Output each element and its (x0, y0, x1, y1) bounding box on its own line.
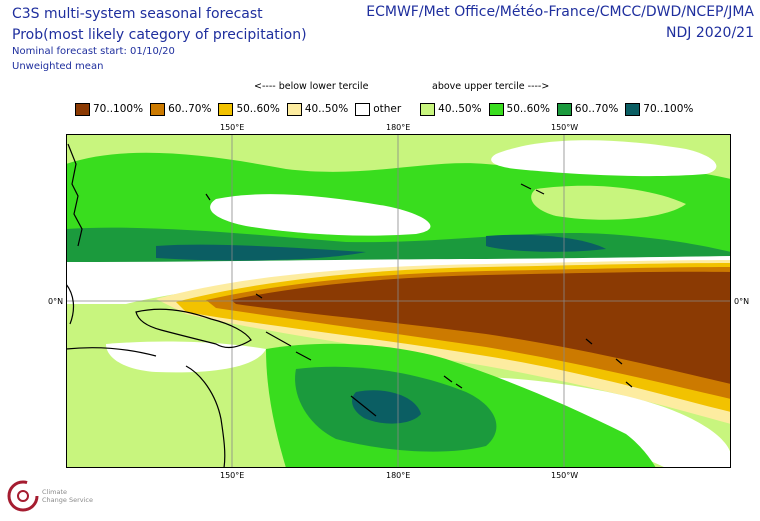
legend-item: 50..60% (488, 102, 550, 116)
legend-label: 50..60% (506, 103, 550, 115)
legend-above-header: above upper tercile ----> (432, 81, 550, 92)
field-north-white (491, 140, 717, 177)
logo-dot (17, 490, 29, 502)
legend-item: 60..70% (150, 102, 212, 116)
coast-solomons (265, 331, 312, 361)
title-system: C3S multi-system seasonal forecast (12, 6, 263, 22)
coast-fiji (443, 375, 463, 389)
legend-below-header: <---- below lower tercile (254, 81, 369, 92)
legend-swatch (286, 102, 302, 116)
field-north-lightgreen (531, 185, 686, 220)
legend-label: 60..70% (574, 103, 619, 115)
lat-label-right: 0°N (734, 297, 750, 306)
field-south-teal (352, 390, 421, 424)
legend-swatch (556, 102, 572, 116)
lon-label-bottom: 150°E (220, 471, 245, 480)
map-grid (66, 134, 731, 468)
map-frame (66, 134, 731, 468)
legend-swatch (150, 102, 166, 116)
coastlines (66, 143, 633, 468)
field-north-teal (156, 244, 366, 261)
field-north-white (210, 194, 431, 236)
legend-item: 50..60% (218, 102, 280, 116)
legend-swatch (75, 102, 90, 116)
legend-swatch (625, 102, 641, 116)
field-dry-brown (231, 271, 731, 384)
copernicus-logo (7, 480, 39, 512)
logo-text-line1: Climate (42, 488, 68, 496)
coast-borneo (66, 283, 75, 325)
legend-swatch (420, 102, 436, 116)
legend-label: other (373, 103, 402, 115)
forecast-map (66, 134, 731, 468)
coast-hawaii (520, 183, 545, 195)
legend-swatch (355, 102, 371, 116)
legend-label: 70..100% (643, 103, 694, 115)
legend-item: 70..100% (625, 102, 694, 116)
legend-item: 40..50% (420, 102, 482, 116)
lon-label-top: 150°E (220, 123, 245, 132)
legend-swatch (218, 102, 234, 116)
lon-label-top: 150°W (551, 123, 579, 132)
legend-label: 60..70% (168, 103, 212, 115)
logo-ring (7, 480, 39, 512)
legend: 70..100% 60..70% 50..60% 40..50% other 4… (75, 101, 700, 117)
lon-label-top: 180°E (386, 123, 411, 132)
legend-label: 50..60% (236, 103, 280, 115)
mean-type: Unweighted mean (12, 61, 104, 72)
legend-swatch (488, 102, 504, 116)
lon-label-bottom: 180°E (386, 471, 411, 480)
title-variable: Prob(most likely category of precipitati… (12, 27, 307, 43)
field-north-teal (486, 234, 606, 252)
source-centres: ECMWF/Met Office/Météo-France/CMCC/DWD/N… (366, 4, 754, 20)
forecast-start: Nominal forecast start: 01/10/20 (12, 46, 175, 57)
legend-item: 40..50% (286, 102, 349, 116)
field-south-white (106, 341, 266, 373)
logo-text-line2: Change Service (42, 496, 93, 504)
legend-label: 40..50% (438, 103, 482, 115)
coast-australia (66, 347, 226, 468)
legend-item: 70..100% (75, 102, 144, 116)
season-label: NDJ 2020/21 (666, 25, 754, 41)
coast-new-guinea (135, 308, 252, 349)
coast-islands (205, 193, 633, 388)
lon-label-bottom: 150°W (551, 471, 579, 480)
legend-label: 40..50% (304, 103, 349, 115)
lat-label-left: 0°N (48, 297, 64, 306)
legend-label: 70..100% (93, 103, 144, 115)
legend-item: other (355, 102, 402, 116)
coast-philippines (67, 143, 83, 247)
legend-item: 60..70% (556, 102, 619, 116)
coast-new-caledonia (350, 395, 377, 417)
